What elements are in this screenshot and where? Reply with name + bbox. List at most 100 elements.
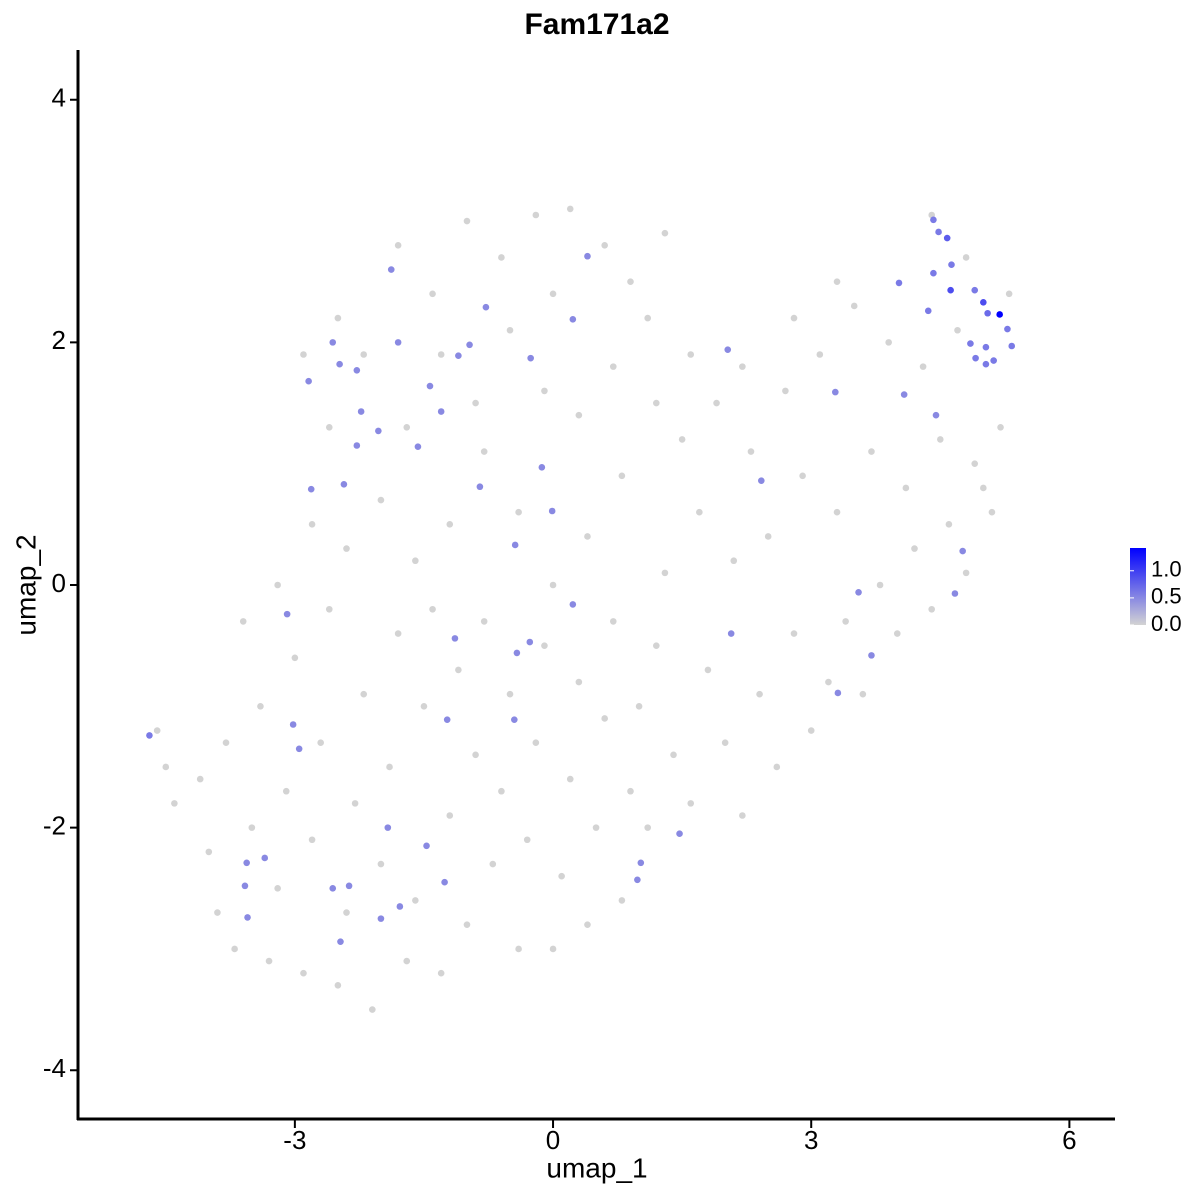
cell-point [676,830,683,837]
cell-point [902,484,910,492]
cell-point [948,261,955,269]
cell-point [637,859,645,867]
cell-point [575,678,583,686]
cell-point [343,909,350,916]
cell-point [515,945,522,953]
cell-point [609,618,617,625]
cell-point [962,254,970,261]
cell-point [307,485,315,493]
cell-point [274,581,281,589]
cell-point [340,481,348,488]
cell-point [265,957,273,965]
cell-point [394,242,402,249]
cell-point [724,346,732,353]
cell-point [911,545,918,552]
cell-point [291,654,299,662]
cell-point [988,508,996,516]
cell-point [687,800,695,807]
cell-point [566,775,574,783]
cell-point [443,716,451,723]
colorbar-tick-label: 0.0 [1151,611,1182,636]
cell-point [661,229,669,237]
cell-point [900,391,908,398]
cell-point [653,642,660,649]
cell-point [549,290,557,298]
cell-point [532,739,540,747]
cell-point [1005,290,1013,298]
cell-point [396,903,404,910]
cell-point [997,423,1004,431]
cell-point [541,642,548,649]
cell-point [790,314,798,322]
cell-point [386,763,393,771]
cell-point [951,590,959,597]
cell-point [850,302,858,310]
cell-point [357,408,365,415]
cell-point [451,635,459,642]
cell-point [325,423,333,431]
cell-point [962,569,970,577]
cell-point [758,477,765,484]
cell-point [592,824,600,831]
cell-point [334,314,342,322]
cell-point [627,278,634,286]
cell-point [919,363,927,370]
cell-point [609,363,617,370]
cell-point [343,545,350,552]
cell-point [476,483,484,491]
cell-point [506,690,514,698]
cell-point [558,872,565,880]
cell-point [842,618,849,625]
cell-point [1008,342,1016,350]
cell-point [739,363,746,370]
cell-point [947,286,954,294]
cell-point [243,859,250,867]
cell-point [747,448,755,455]
cell-point [511,716,518,723]
cell-point [799,472,806,480]
cell-point [429,605,436,613]
cell-point [727,630,735,637]
cell-point [807,727,815,734]
cell-point [990,357,997,364]
cell-point [635,703,643,710]
cell-point [930,216,937,224]
cell-point [833,508,841,516]
cell-point [231,945,238,953]
cell-point [721,739,729,747]
cell-point [196,775,204,783]
cell-point [730,557,738,565]
cell-point [248,824,256,831]
cell-point [868,652,875,659]
y-tick-label: 0 [52,568,66,598]
cell-point [549,581,557,589]
cell-point [569,601,577,608]
y-tick-label: -2 [43,811,66,841]
cell-point [930,269,937,277]
cell-point [601,242,608,249]
cell-point [214,909,221,916]
cell-point [205,848,213,856]
cell-point [687,351,695,358]
cell-point [575,411,583,419]
cell-point [437,969,445,977]
cell-point [437,408,445,415]
cell-point [982,360,990,368]
cell-point [834,689,842,697]
cell-point [549,945,557,953]
cell-point [377,496,385,504]
cell-point [756,690,763,698]
cell-point [289,721,297,728]
cell-point [527,354,534,362]
cell-point [360,690,368,698]
cell-point [972,354,979,362]
cell-point [566,205,574,213]
cell-point [360,351,368,358]
cell-point [924,307,932,315]
cell-point [351,800,359,807]
cell-point [394,339,402,346]
cell-point [241,882,249,890]
cell-point [523,836,531,844]
cell-point [305,377,312,385]
